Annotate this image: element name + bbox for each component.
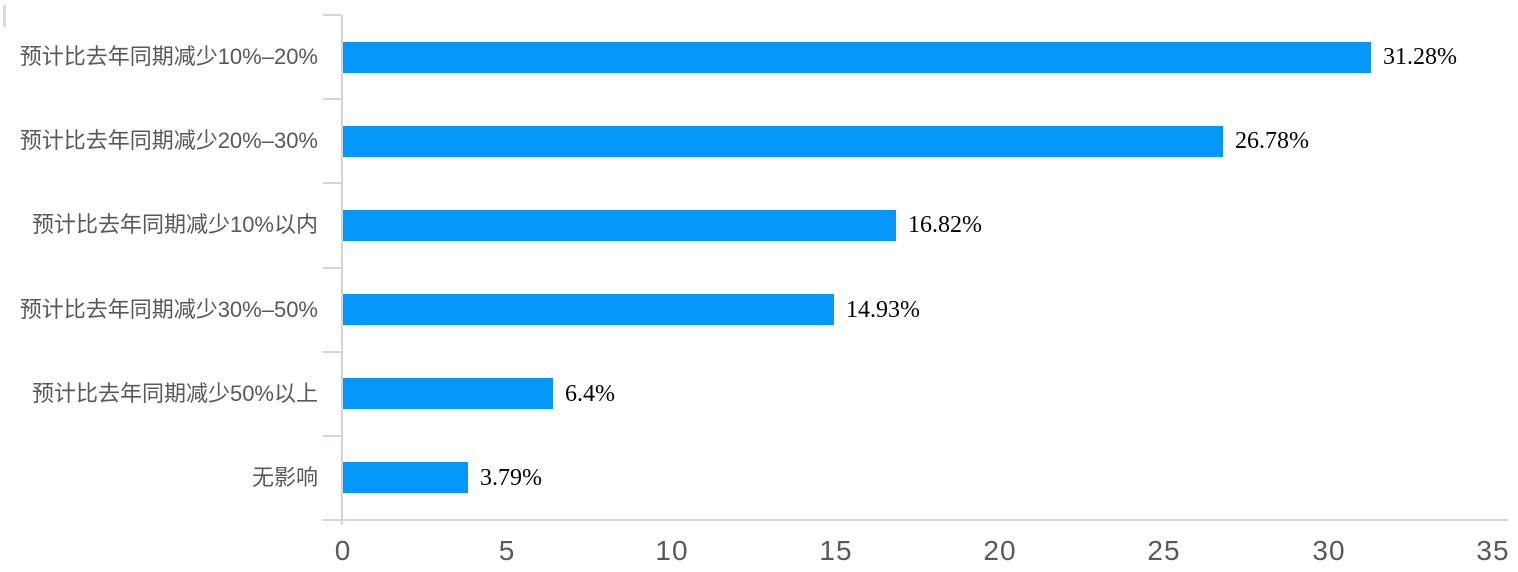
value-label: 26.78% bbox=[1235, 128, 1309, 154]
bar bbox=[343, 42, 1371, 73]
value-label: 3.79% bbox=[480, 465, 542, 491]
bar bbox=[343, 294, 834, 325]
category-boundary-tick bbox=[323, 267, 341, 269]
x-tick-label: 10 bbox=[655, 535, 689, 566]
value-label: 6.4% bbox=[565, 381, 615, 407]
bar bbox=[343, 126, 1223, 157]
bar bbox=[343, 378, 553, 409]
value-label: 31.28% bbox=[1383, 44, 1457, 70]
category-boundary-tick bbox=[323, 182, 341, 184]
category-label: 预计比去年同期减少30%–50% bbox=[19, 297, 318, 322]
category-boundary-tick bbox=[323, 351, 341, 353]
bar bbox=[343, 462, 468, 493]
stray-mark bbox=[3, 5, 6, 27]
value-label: 16.82% bbox=[908, 212, 982, 238]
category-label: 预计比去年同期减少10%以内 bbox=[31, 212, 318, 237]
category-label: 预计比去年同期减少50%以上 bbox=[31, 381, 318, 406]
category-boundary-tick bbox=[323, 98, 341, 100]
x-tick-label: 0 bbox=[334, 535, 352, 566]
x-tick-label: 25 bbox=[1147, 535, 1181, 566]
x-tick-label: 20 bbox=[983, 535, 1017, 566]
category-label: 无影响 bbox=[251, 465, 318, 490]
category-boundary-tick bbox=[323, 14, 341, 16]
category-boundary-tick bbox=[323, 435, 341, 437]
x-tick-label: 5 bbox=[498, 535, 516, 566]
category-label: 预计比去年同期减少20%–30% bbox=[19, 128, 318, 153]
x-axis-line bbox=[323, 519, 1508, 521]
x-tick-label: 30 bbox=[1312, 535, 1346, 566]
x-tick-label: 35 bbox=[1476, 535, 1510, 566]
y-axis-line bbox=[341, 15, 343, 525]
category-label: 预计比去年同期减少10%–20% bbox=[19, 44, 318, 69]
value-label: 14.93% bbox=[846, 297, 920, 323]
x-tick-label: 15 bbox=[819, 535, 853, 566]
bar bbox=[343, 210, 896, 241]
